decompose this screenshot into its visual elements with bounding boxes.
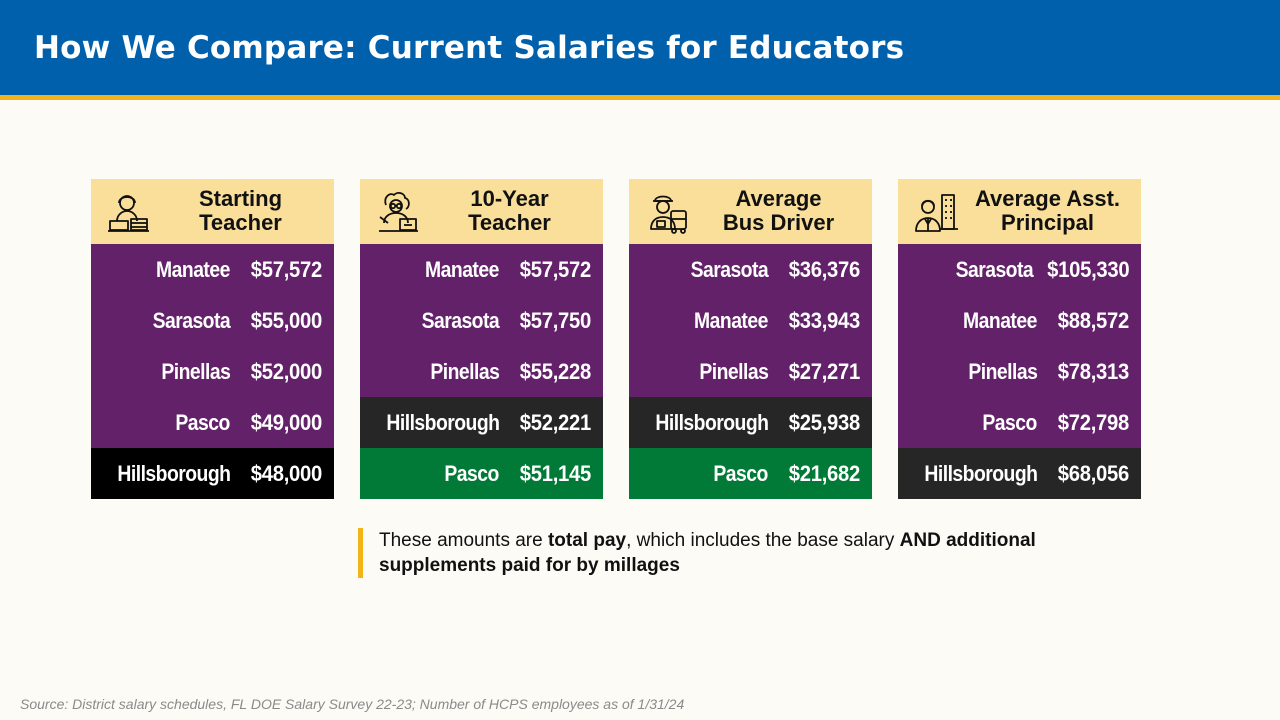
salary-amount: $78,313	[1057, 358, 1130, 384]
salary-row: Sarasota $105,330	[898, 244, 1141, 295]
county-name: Sarasota	[152, 307, 230, 333]
salary-row: Hillsborough $48,000	[91, 448, 334, 499]
card-title-line1: Average	[735, 186, 822, 211]
county-name: Hillsborough	[654, 409, 769, 435]
card-title-line2: Teacher	[468, 210, 551, 235]
note-text: , which includes the base salary	[626, 530, 900, 551]
salary-row: Pinellas $55,228	[360, 346, 603, 397]
card-title-line1: Average Asst.	[974, 186, 1121, 211]
salary-row: Sarasota $36,376	[629, 244, 872, 295]
salary-row: Pasco $49,000	[91, 397, 334, 448]
salary-amount: $57,750	[519, 307, 592, 333]
teacher-at-desk-icon	[108, 195, 149, 232]
salary-amount: $27,271	[788, 358, 861, 384]
salary-amount: $57,572	[250, 256, 323, 282]
salary-amount: $105,330	[1046, 256, 1130, 282]
card-header: Average Bus Driver	[629, 179, 872, 244]
salary-row: Pasco $51,145	[360, 448, 603, 499]
card-title-line2: Bus Driver	[722, 210, 835, 235]
county-name: Manatee	[425, 256, 499, 282]
salary-amount: $21,682	[788, 460, 861, 486]
salary-row: Hillsborough $52,221	[360, 397, 603, 448]
salary-row: Manatee $57,572	[91, 244, 334, 295]
card-title-line2: Teacher	[199, 210, 282, 235]
salary-row: Hillsborough $68,056	[898, 448, 1141, 499]
salary-amount: $51,145	[519, 460, 592, 486]
county-name: Hillsborough	[385, 409, 500, 435]
salary-row: Pinellas $27,271	[629, 346, 872, 397]
salary-amount: $52,000	[250, 358, 323, 384]
card-title: Starting Teacher	[153, 187, 328, 235]
county-name: Manatee	[963, 307, 1037, 333]
county-name: Manatee	[156, 256, 230, 282]
county-name: Hillsborough	[116, 460, 231, 486]
salary-amount: $72,798	[1057, 409, 1130, 435]
salary-row: Pinellas $52,000	[91, 346, 334, 397]
salary-amount: $49,000	[250, 409, 323, 435]
card-title: Average Asst. Principal	[960, 187, 1135, 235]
card-header: Average Asst. Principal	[898, 179, 1141, 244]
county-name: Pasco	[444, 460, 500, 486]
county-name: Sarasota	[421, 307, 499, 333]
county-name: Manatee	[694, 307, 768, 333]
card-header: 10-Year Teacher	[360, 179, 603, 244]
county-name: Hillsborough	[923, 460, 1038, 486]
county-name: Pasco	[713, 460, 769, 486]
experienced-teacher-icon	[379, 191, 418, 232]
county-name: Pinellas	[430, 358, 499, 384]
salary-row: Manatee $33,943	[629, 295, 872, 346]
salary-amount: $57,572	[519, 256, 592, 282]
salary-amount: $88,572	[1057, 307, 1130, 333]
card-title-line1: 10-Year	[470, 186, 549, 211]
county-name: Sarasota	[690, 256, 768, 282]
county-name: Sarasota	[956, 256, 1034, 282]
salary-card-10-year-teacher: 10-Year Teacher Manatee $57,572 Sarasota $5…	[360, 179, 603, 499]
header-bar	[0, 0, 1280, 95]
principal-building-icon	[915, 194, 958, 232]
salary-row: Pasco $21,682	[629, 448, 872, 499]
salary-row: Manatee $88,572	[898, 295, 1141, 346]
total-pay-note: These amounts are total pay, which inclu…	[358, 528, 1128, 578]
salary-row: Sarasota $57,750	[360, 295, 603, 346]
salary-row: Sarasota $55,000	[91, 295, 334, 346]
salary-amount: $48,000	[250, 460, 323, 486]
bus-driver-icon	[650, 195, 687, 234]
county-name: Pasco	[982, 409, 1038, 435]
salary-amount: $25,938	[788, 409, 861, 435]
salary-row: Pasco $72,798	[898, 397, 1141, 448]
note-bold-total-pay: total pay	[547, 530, 627, 551]
note-text: These amounts are	[379, 530, 548, 551]
page-title: How We Compare: Current Salaries for Edu…	[34, 30, 905, 66]
header-accent-stripe	[0, 95, 1280, 100]
salary-card-starting-teacher: Starting Teacher Manatee $57,572 Sarasota $…	[91, 179, 334, 499]
source-citation: Source: District salary schedules, FL DO…	[20, 696, 685, 712]
salary-amount: $36,376	[788, 256, 861, 282]
county-name: Pasco	[175, 409, 231, 435]
card-title-line1: Starting	[198, 186, 283, 211]
card-title-line2: Principal	[1001, 210, 1094, 235]
note-bold-supplements: AND additional supplements paid for by m…	[379, 530, 1036, 576]
card-title: Average Bus Driver	[691, 187, 866, 235]
salary-row: Manatee $57,572	[360, 244, 603, 295]
card-header: Starting Teacher	[91, 179, 334, 244]
salary-row: Pinellas $78,313	[898, 346, 1141, 397]
salary-row: Hillsborough $25,938	[629, 397, 872, 448]
salary-amount: $55,228	[519, 358, 592, 384]
county-name: Pinellas	[968, 358, 1037, 384]
salary-amount: $33,943	[788, 307, 861, 333]
salary-amount: $52,221	[519, 409, 592, 435]
county-name: Pinellas	[161, 358, 230, 384]
county-name: Pinellas	[699, 358, 768, 384]
salary-amount: $68,056	[1057, 460, 1130, 486]
salary-card-asst-principal: Average Asst. Principal Sarasota $105,330…	[898, 179, 1141, 499]
salary-amount: $55,000	[250, 307, 323, 333]
card-title: 10-Year Teacher	[422, 187, 597, 235]
salary-card-bus-driver: Average Bus Driver Sarasota $36,376 Manate…	[629, 179, 872, 499]
